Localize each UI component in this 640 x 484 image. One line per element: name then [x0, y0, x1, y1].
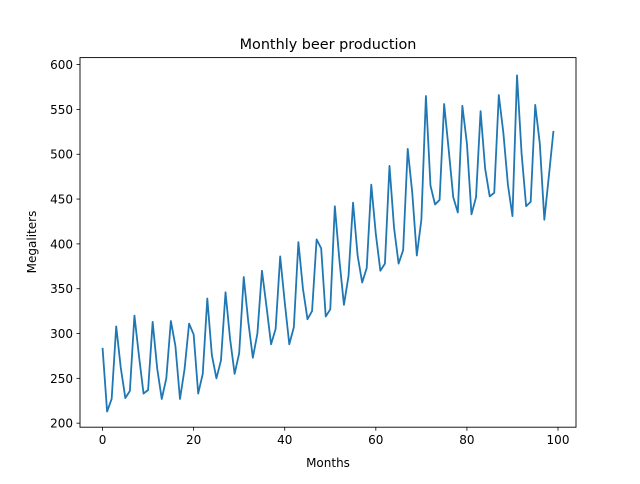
y-tick-label: 300	[50, 327, 73, 341]
y-tick-label: 550	[50, 103, 73, 117]
y-tick-label: 600	[50, 58, 73, 72]
y-tick-label: 500	[50, 148, 73, 162]
x-tick-label: 0	[99, 433, 107, 447]
x-tick-label: 80	[459, 433, 474, 447]
y-tick-label: 200	[50, 417, 73, 431]
x-axis-label: Months	[306, 456, 350, 470]
x-tick-label: 20	[186, 433, 201, 447]
y-tick-label: 450	[50, 193, 73, 207]
x-tick-label: 100	[547, 433, 570, 447]
x-tick-label: 40	[277, 433, 292, 447]
y-tick-label: 250	[50, 372, 73, 386]
series-line	[103, 75, 554, 411]
y-axis-label: Megaliters	[25, 211, 39, 274]
x-tick-label: 60	[368, 433, 383, 447]
y-tick-label: 350	[50, 282, 73, 296]
chart-title: Monthly beer production	[240, 37, 417, 53]
y-tick-label: 400	[50, 237, 73, 251]
